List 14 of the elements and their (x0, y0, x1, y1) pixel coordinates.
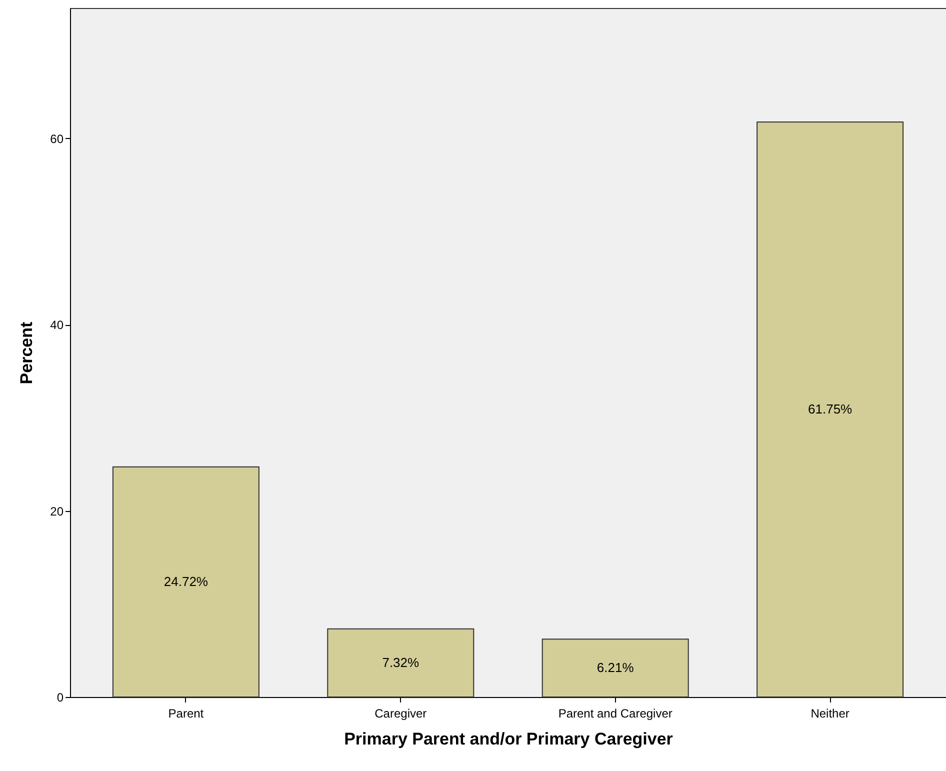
y-tick-label: 40 (50, 318, 64, 332)
data-label: 61.75% (808, 402, 853, 417)
y-tick-label: 20 (50, 504, 64, 518)
data-label: 24.72% (164, 574, 208, 589)
x-tick-label: Caregiver (374, 706, 427, 720)
y-axis-title: Percent (17, 321, 36, 384)
x-axis-title: Primary Parent and/or Primary Caregiver (344, 730, 674, 748)
data-label: 7.32% (382, 654, 420, 670)
data-label: 6.21% (596, 660, 634, 676)
x-tick-label: Neither (810, 706, 850, 720)
y-tick-label: 0 (56, 690, 64, 704)
x-tick-label: Parent and Caregiver (558, 706, 672, 720)
x-tick-label: Parent (168, 706, 204, 720)
y-tick-label: 60 (50, 132, 64, 146)
